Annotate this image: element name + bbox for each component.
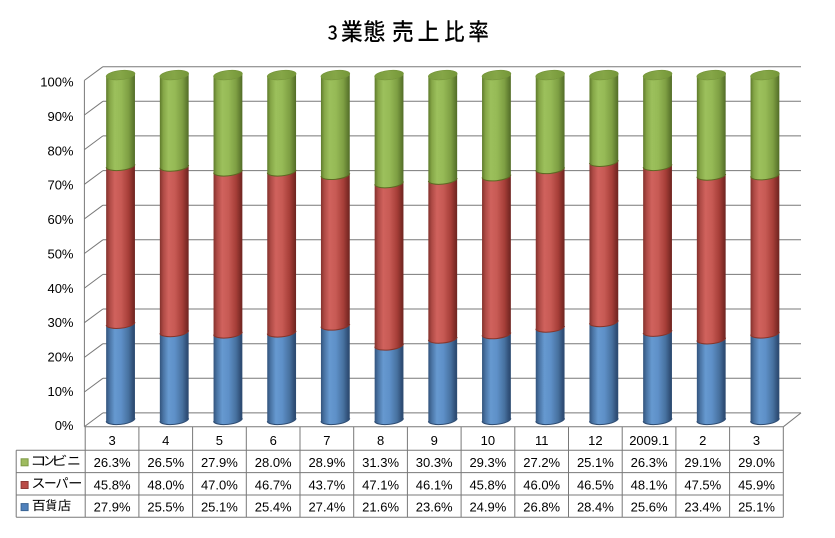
svg-text:11: 11 <box>535 433 549 448</box>
svg-text:30%: 30% <box>47 315 73 330</box>
svg-text:31.3%: 31.3% <box>362 455 399 470</box>
svg-text:100%: 100% <box>40 75 74 90</box>
svg-text:46.5%: 46.5% <box>577 477 614 492</box>
svg-text:24.9%: 24.9% <box>469 500 506 515</box>
svg-text:25.6%: 25.6% <box>631 500 668 515</box>
svg-text:45.9%: 45.9% <box>738 477 775 492</box>
svg-text:70%: 70% <box>47 178 73 193</box>
svg-text:29.3%: 29.3% <box>469 455 506 470</box>
svg-text:27.9%: 27.9% <box>94 500 131 515</box>
svg-text:25.4%: 25.4% <box>255 500 292 515</box>
svg-text:90%: 90% <box>47 109 73 124</box>
svg-text:50%: 50% <box>47 246 73 261</box>
svg-text:25.1%: 25.1% <box>577 455 614 470</box>
svg-text:26.3%: 26.3% <box>631 455 668 470</box>
svg-text:47.0%: 47.0% <box>201 477 238 492</box>
svg-text:10: 10 <box>481 433 495 448</box>
svg-text:46.1%: 46.1% <box>416 477 453 492</box>
svg-text:25.5%: 25.5% <box>147 500 184 515</box>
svg-text:6: 6 <box>270 433 277 448</box>
svg-text:80%: 80% <box>47 143 73 158</box>
svg-text:0%: 0% <box>55 418 74 433</box>
svg-text:25.1%: 25.1% <box>201 500 238 515</box>
svg-text:40%: 40% <box>47 281 73 296</box>
svg-text:48.0%: 48.0% <box>147 477 184 492</box>
svg-text:43.7%: 43.7% <box>308 477 345 492</box>
svg-text:48.1%: 48.1% <box>631 477 668 492</box>
svg-text:25.1%: 25.1% <box>738 500 775 515</box>
svg-text:12: 12 <box>588 433 602 448</box>
svg-text:28.4%: 28.4% <box>577 500 614 515</box>
svg-text:4: 4 <box>162 433 169 448</box>
svg-text:26.5%: 26.5% <box>147 455 184 470</box>
svg-text:47.1%: 47.1% <box>362 477 399 492</box>
svg-text:23.6%: 23.6% <box>416 500 453 515</box>
svg-text:23.4%: 23.4% <box>684 500 721 515</box>
svg-text:46.0%: 46.0% <box>523 477 560 492</box>
svg-text:47.5%: 47.5% <box>684 477 721 492</box>
svg-text:3: 3 <box>753 433 760 448</box>
svg-text:21.6%: 21.6% <box>362 500 399 515</box>
svg-text:27.2%: 27.2% <box>523 455 560 470</box>
svg-text:20%: 20% <box>47 350 73 365</box>
svg-text:29.0%: 29.0% <box>738 455 775 470</box>
svg-text:2009.1: 2009.1 <box>629 433 669 448</box>
svg-text:28.9%: 28.9% <box>308 455 345 470</box>
svg-text:46.7%: 46.7% <box>255 477 292 492</box>
svg-text:7: 7 <box>323 433 330 448</box>
svg-text:60%: 60% <box>47 212 73 227</box>
svg-text:27.4%: 27.4% <box>308 500 345 515</box>
svg-text:10%: 10% <box>47 384 73 399</box>
svg-text:28.0%: 28.0% <box>255 455 292 470</box>
svg-text:9: 9 <box>431 433 438 448</box>
svg-text:29.1%: 29.1% <box>684 455 721 470</box>
svg-text:45.8%: 45.8% <box>469 477 506 492</box>
svg-text:2: 2 <box>699 433 706 448</box>
svg-text:27.9%: 27.9% <box>201 455 238 470</box>
svg-text:8: 8 <box>377 433 384 448</box>
svg-text:45.8%: 45.8% <box>94 477 131 492</box>
svg-text:26.3%: 26.3% <box>94 455 131 470</box>
svg-text:30.3%: 30.3% <box>416 455 453 470</box>
svg-text:3: 3 <box>108 433 115 448</box>
svg-text:26.8%: 26.8% <box>523 500 560 515</box>
svg-text:5: 5 <box>216 433 223 448</box>
